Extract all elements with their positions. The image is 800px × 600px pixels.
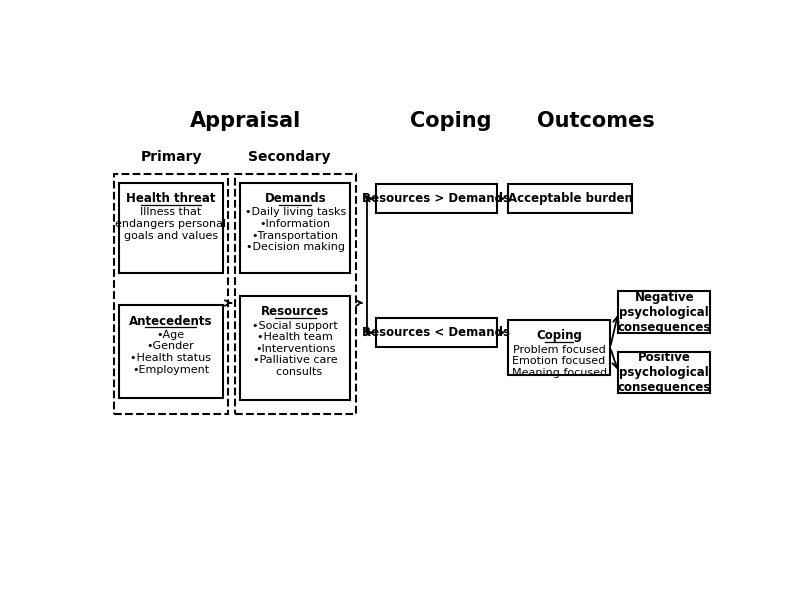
Text: Appraisal: Appraisal	[190, 110, 302, 131]
Bar	[618, 292, 710, 333]
Text: Resources > Demands: Resources > Demands	[362, 192, 510, 205]
Text: Negative
psychological
consequences: Negative psychological consequences	[618, 291, 711, 334]
Text: •Daily living tasks
•Information
•Transportation
•Decision making: •Daily living tasks •Information •Transp…	[245, 208, 346, 252]
Text: Health threat: Health threat	[126, 192, 215, 205]
Text: Resources < Demands: Resources < Demands	[362, 326, 510, 339]
Bar	[376, 184, 497, 213]
Text: Primary: Primary	[141, 151, 202, 164]
Text: Demands: Demands	[265, 192, 326, 205]
Text: •Age
•Gender
•Health status
•Employment: •Age •Gender •Health status •Employment	[130, 330, 211, 374]
Bar	[118, 305, 222, 398]
Text: Coping: Coping	[410, 110, 491, 131]
Bar	[240, 183, 350, 273]
Bar	[618, 352, 710, 393]
Bar	[114, 173, 228, 414]
Text: Coping: Coping	[536, 329, 582, 343]
Bar	[376, 318, 497, 347]
Bar	[235, 173, 356, 414]
Bar	[240, 296, 350, 400]
Text: •Social support
•Health team
•Interventions
•Palliative care
  consults: •Social support •Health team •Interventi…	[253, 320, 338, 377]
Text: Illness that
endangers personal
goals and values: Illness that endangers personal goals an…	[115, 208, 226, 241]
Text: Acceptable burden: Acceptable burden	[507, 192, 632, 205]
Text: Positive
psychological
consequences: Positive psychological consequences	[618, 351, 711, 394]
Bar	[508, 320, 610, 374]
Text: Secondary: Secondary	[248, 151, 330, 164]
Text: Antecedents: Antecedents	[129, 314, 213, 328]
Text: Problem focused
Emotion focused
Meaning focused: Problem focused Emotion focused Meaning …	[511, 344, 606, 378]
Bar	[508, 184, 632, 213]
Text: Resources: Resources	[261, 305, 330, 319]
Text: Outcomes: Outcomes	[537, 110, 655, 131]
Bar	[118, 183, 222, 273]
